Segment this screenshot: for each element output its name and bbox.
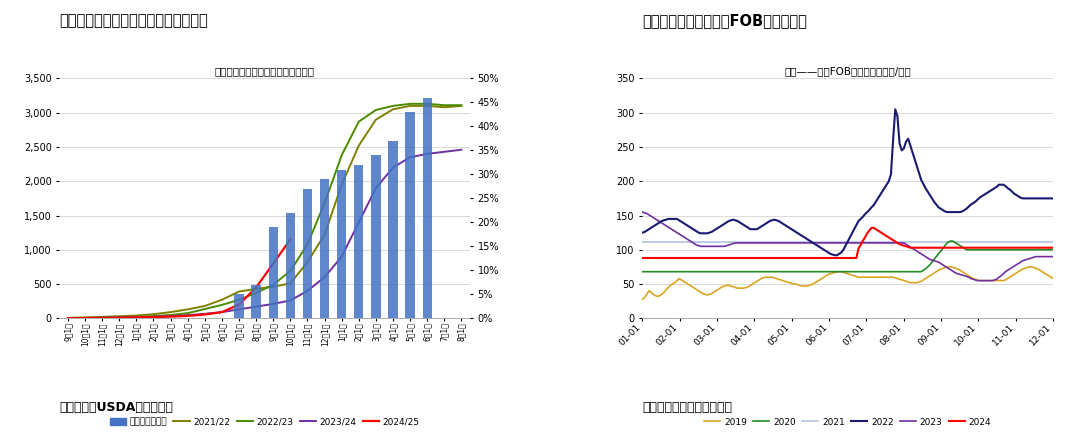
Legend: 中国占比（右）, 2021/22, 2022/23, 2023/24, 2024/25: 中国占比（右）, 2021/22, 2022/23, 2023/24, 2024… [106,414,423,430]
Bar [302,189,312,318]
Bar [405,112,415,318]
Bar [337,170,347,318]
Bar [320,179,329,318]
Text: 图：美国向中国出口大豆占比持续上升: 图：美国向中国出口大豆占比持续上升 [59,13,208,28]
Bar [389,141,397,318]
Bar [285,213,295,318]
Text: 数据来源：USDA，国富期货: 数据来源：USDA，国富期货 [59,401,173,414]
Bar [372,155,380,318]
Title: 美豆——美湾FOB基差报价（美分/蒲）: 美豆——美湾FOB基差报价（美分/蒲） [784,66,912,76]
Bar [422,98,432,318]
Bar [234,294,244,318]
Title: 美豆对华累计出口销售情况（万吨）: 美豆对华累计出口销售情况（万吨） [215,66,314,76]
Legend: 2019, 2020, 2021, 2022, 2023, 2024: 2019, 2020, 2021, 2022, 2023, 2024 [701,414,995,430]
Bar [354,165,364,318]
Bar [269,227,278,318]
Bar [252,285,261,318]
Text: 数据来源：路透，国富期货: 数据来源：路透，国富期货 [643,401,732,414]
Text: 图：水位问题导致美豆FOB报价受支撑: 图：水位问题导致美豆FOB报价受支撑 [643,13,807,28]
